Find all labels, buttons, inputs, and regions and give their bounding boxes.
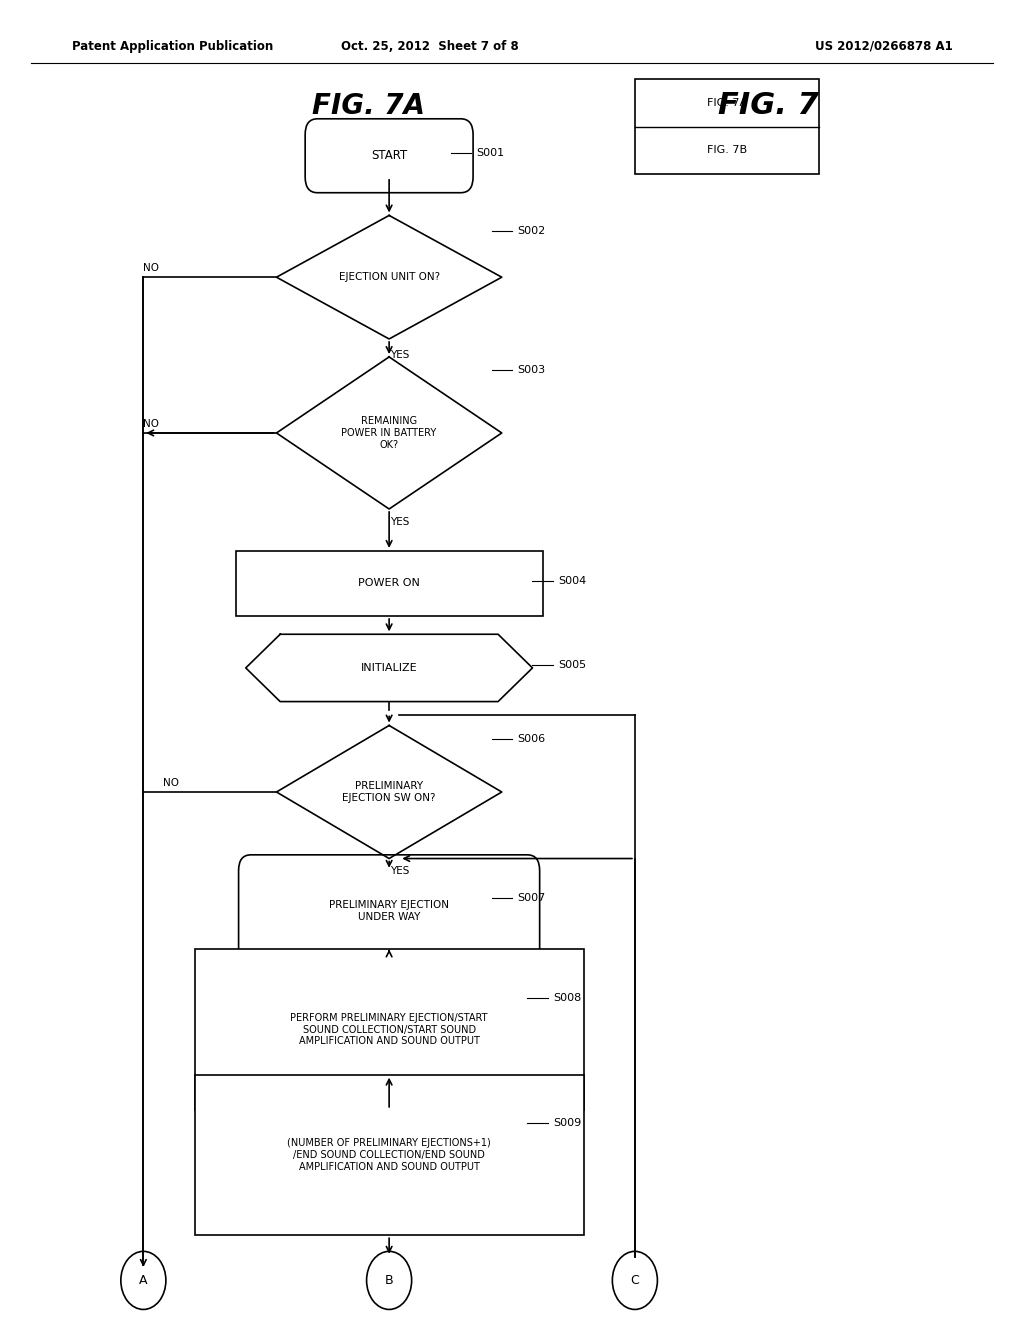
Text: FIG. 7: FIG. 7 [718, 91, 818, 120]
Text: NO: NO [163, 777, 179, 788]
Text: INITIALIZE: INITIALIZE [360, 663, 418, 673]
Text: S004: S004 [558, 576, 587, 586]
Text: PERFORM PRELIMINARY EJECTION/START
SOUND COLLECTION/START SOUND
AMPLIFICATION AN: PERFORM PRELIMINARY EJECTION/START SOUND… [291, 1012, 487, 1047]
Text: S003: S003 [517, 364, 545, 375]
FancyBboxPatch shape [305, 119, 473, 193]
Text: YES: YES [390, 866, 409, 876]
Text: US 2012/0266878 A1: US 2012/0266878 A1 [814, 40, 952, 53]
Text: Oct. 25, 2012  Sheet 7 of 8: Oct. 25, 2012 Sheet 7 of 8 [341, 40, 519, 53]
Text: S007: S007 [517, 892, 546, 903]
Text: EJECTION UNIT ON?: EJECTION UNIT ON? [339, 272, 439, 282]
FancyBboxPatch shape [236, 550, 543, 616]
Text: NO: NO [142, 263, 159, 273]
Text: POWER ON: POWER ON [358, 578, 420, 589]
Text: FIG. 7A: FIG. 7A [707, 98, 748, 108]
FancyBboxPatch shape [195, 949, 584, 1110]
Text: YES: YES [390, 350, 409, 359]
Text: PRELIMINARY
EJECTION SW ON?: PRELIMINARY EJECTION SW ON? [342, 781, 436, 803]
Text: START: START [371, 149, 408, 162]
Text: B: B [385, 1274, 393, 1287]
Text: S005: S005 [558, 660, 586, 671]
Text: FIG. 7B: FIG. 7B [707, 145, 748, 156]
Text: S001: S001 [476, 148, 504, 158]
FancyBboxPatch shape [195, 1074, 584, 1236]
Text: Patent Application Publication: Patent Application Publication [72, 40, 273, 53]
Text: C: C [631, 1274, 639, 1287]
Text: S002: S002 [517, 226, 546, 236]
Text: S006: S006 [517, 734, 545, 744]
FancyBboxPatch shape [239, 855, 540, 966]
Text: S008: S008 [553, 993, 582, 1003]
Text: A: A [139, 1274, 147, 1287]
Text: FIG. 7A: FIG. 7A [312, 91, 425, 120]
Text: YES: YES [390, 517, 409, 527]
Text: PRELIMINARY EJECTION
UNDER WAY: PRELIMINARY EJECTION UNDER WAY [329, 900, 450, 921]
Text: NO: NO [142, 418, 159, 429]
Text: (NUMBER OF PRELIMINARY EJECTIONS+1)
/END SOUND COLLECTION/END SOUND
AMPLIFICATIO: (NUMBER OF PRELIMINARY EJECTIONS+1) /END… [288, 1138, 490, 1172]
FancyBboxPatch shape [635, 79, 819, 174]
Text: REMAINING
POWER IN BATTERY
OK?: REMAINING POWER IN BATTERY OK? [341, 416, 437, 450]
Text: S009: S009 [553, 1118, 582, 1129]
